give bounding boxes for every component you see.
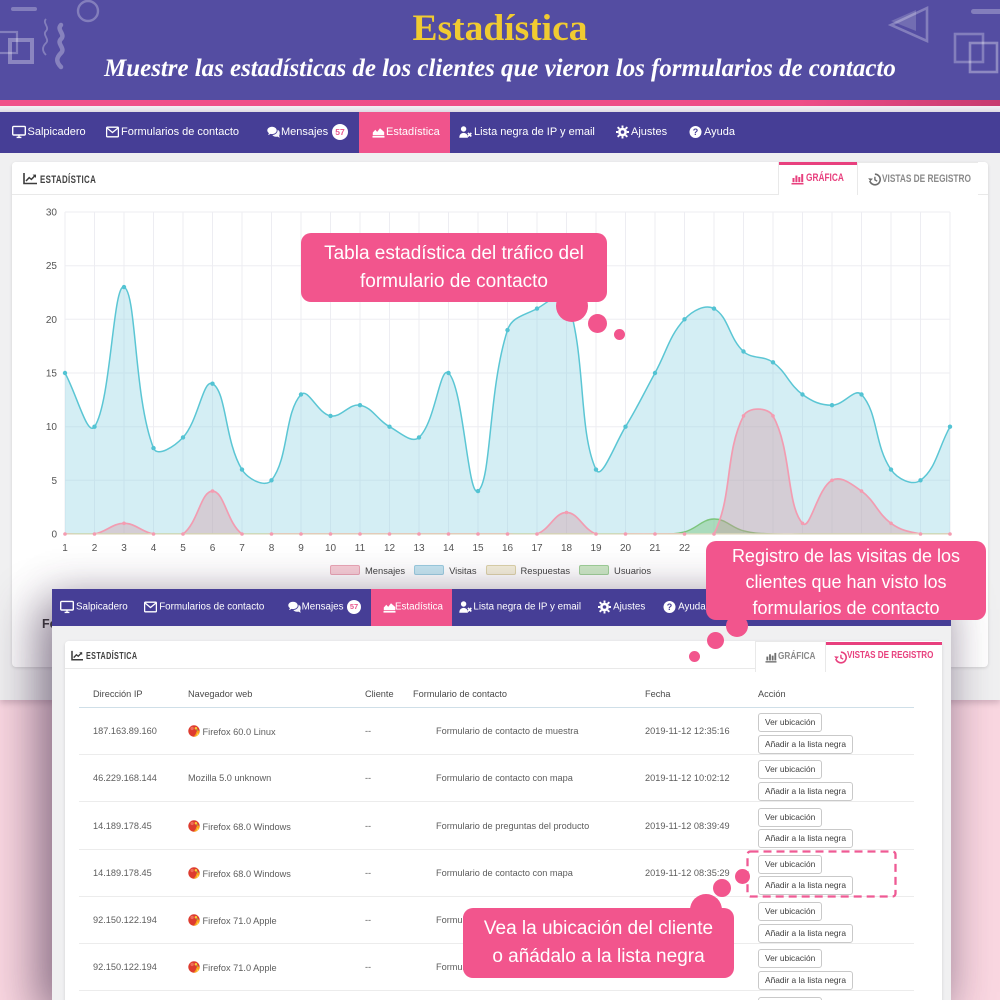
svg-text:?: ? — [667, 602, 673, 612]
svg-text:15: 15 — [472, 543, 484, 554]
svg-text:8: 8 — [269, 543, 275, 554]
svg-text:19: 19 — [590, 543, 602, 554]
svg-text:10: 10 — [46, 422, 58, 433]
svg-text:25: 25 — [46, 261, 58, 272]
svg-text:21: 21 — [649, 543, 661, 554]
svg-text:18: 18 — [561, 543, 573, 554]
svg-text:11: 11 — [355, 543, 366, 554]
svg-text:3: 3 — [121, 543, 127, 554]
svg-text:20: 20 — [620, 543, 632, 554]
svg-text:6: 6 — [210, 543, 216, 554]
svg-text:10: 10 — [325, 543, 337, 554]
svg-text:22: 22 — [679, 543, 691, 554]
svg-text:30: 30 — [46, 208, 58, 219]
svg-text:12: 12 — [384, 543, 396, 554]
svg-text:15: 15 — [46, 369, 58, 380]
svg-text:13: 13 — [413, 543, 425, 554]
svg-text:?: ? — [693, 127, 699, 137]
svg-text:5: 5 — [180, 543, 186, 554]
svg-text:4: 4 — [151, 543, 157, 554]
svg-text:20: 20 — [46, 315, 58, 326]
svg-text:7: 7 — [239, 543, 245, 554]
svg-text:9: 9 — [298, 543, 304, 554]
svg-text:5: 5 — [51, 476, 57, 487]
svg-text:16: 16 — [502, 543, 514, 554]
svg-text:17: 17 — [531, 543, 543, 554]
svg-text:1: 1 — [62, 543, 68, 554]
svg-text:0: 0 — [51, 530, 57, 541]
svg-text:2: 2 — [92, 543, 98, 554]
svg-text:14: 14 — [443, 543, 455, 554]
